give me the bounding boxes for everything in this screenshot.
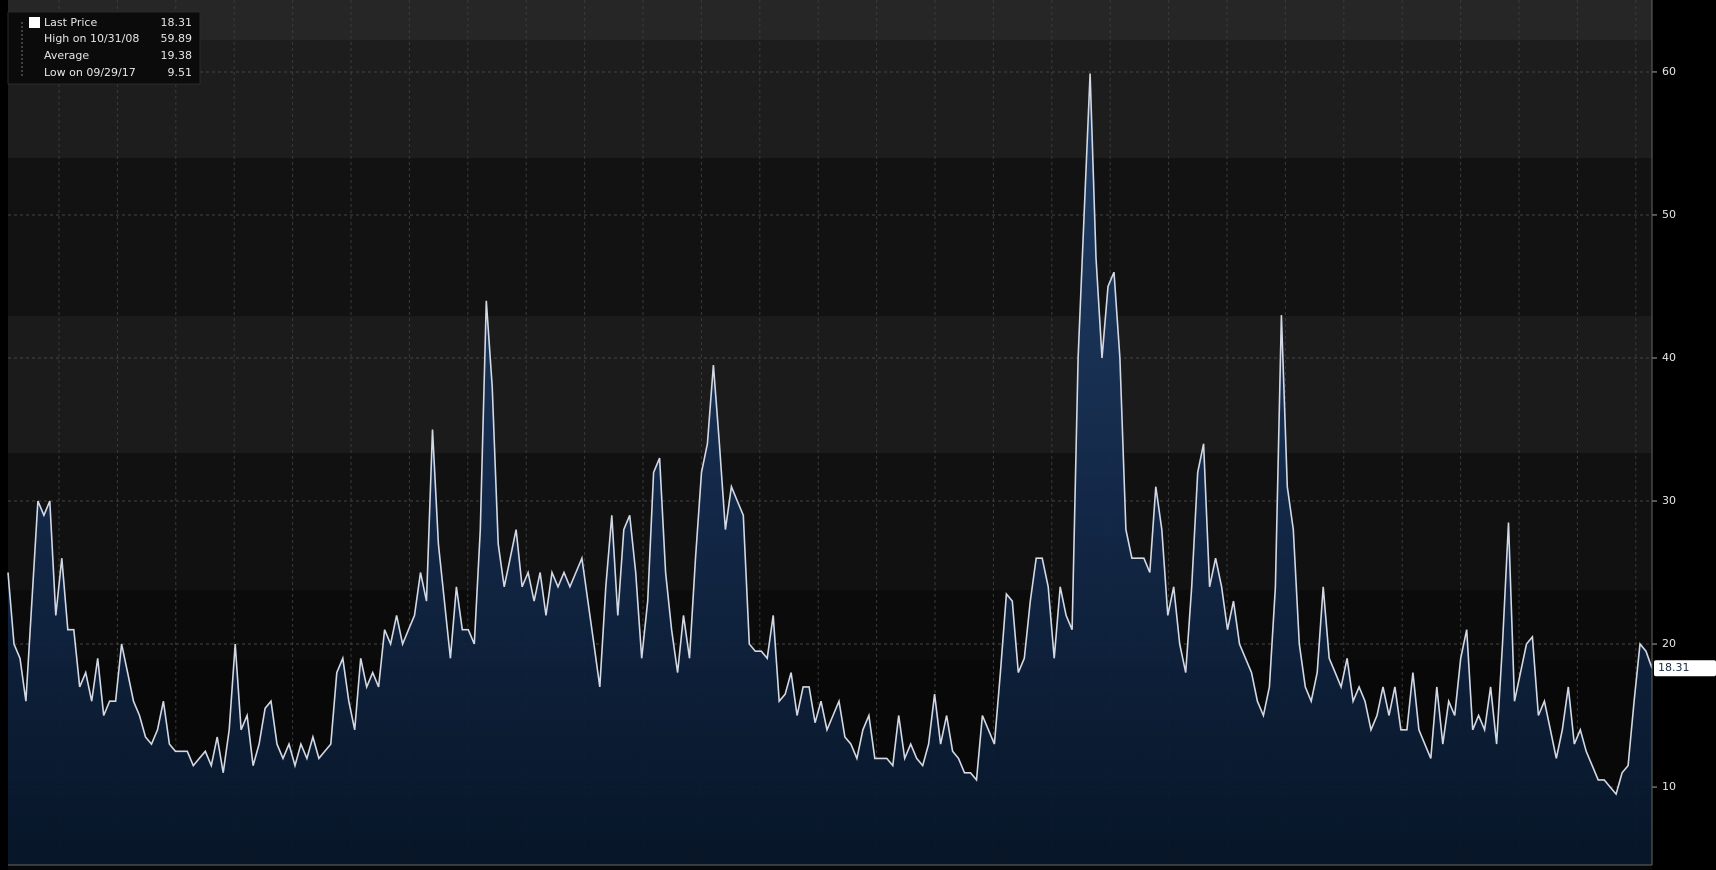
y-axis: 10 20 30 40 50 60 18.31 (8, 0, 1716, 866)
background-band (8, 40, 1652, 158)
legend-label: Average (44, 49, 89, 62)
y-tick-label: 30 (1662, 494, 1676, 507)
legend-value: 19.38 (161, 49, 193, 62)
last-price-tag (1654, 660, 1716, 677)
background (8, 0, 1716, 870)
y-tick-label: 40 (1662, 351, 1676, 364)
background-band (8, 0, 1652, 40)
legend-swatch (29, 17, 40, 28)
legend-value: 18.31 (161, 16, 193, 29)
area-fill (8, 73, 1652, 865)
background-band (8, 590, 1652, 660)
y-tick-label: 10 (1662, 780, 1676, 793)
legend-value: 9.51 (168, 66, 193, 79)
background-band (8, 453, 1652, 590)
y-tick-label: 20 (1662, 637, 1676, 650)
price-line (7, 73, 1653, 796)
legend-label: Low on 09/29/17 (44, 66, 136, 79)
legend-label: Last Price (44, 16, 97, 29)
last-price-label: 18.31 (1658, 661, 1690, 674)
legend-label: High on 10/31/08 (44, 32, 139, 45)
y-tick-label: 60 (1662, 65, 1676, 78)
background-band (8, 316, 1652, 453)
plot (7, 73, 1653, 865)
background-band (8, 158, 1652, 316)
legend-value: 59.89 (161, 32, 193, 45)
legend: Last Price 18.31 High on 10/31/08 59.89 … (7, 11, 201, 85)
axis-panel (1652, 0, 1716, 870)
y-tick-label: 50 (1662, 208, 1676, 221)
